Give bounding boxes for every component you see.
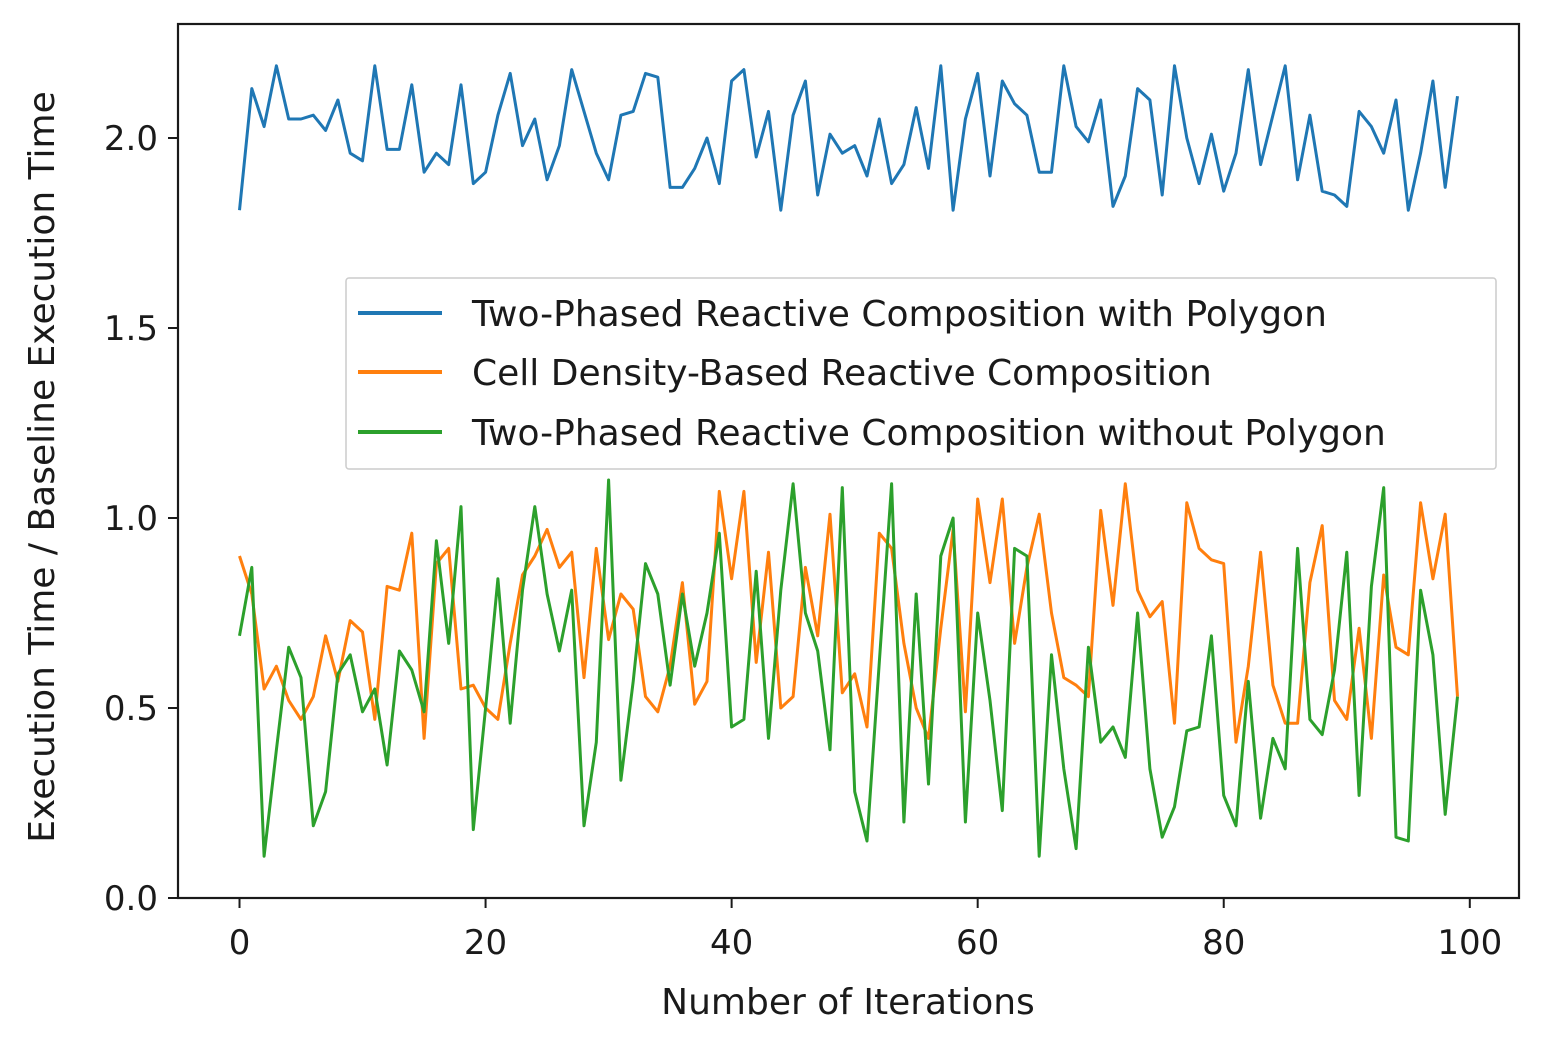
x-axis-label: Number of Iterations (661, 982, 1035, 1023)
x-tick-label: 60 (956, 923, 999, 963)
series-line-1 (238, 482, 1459, 744)
y-tick-label: 0.5 (104, 689, 158, 729)
x-tick-label: 80 (1202, 923, 1245, 963)
legend-frame (345, 277, 1497, 470)
legend: Two-Phased Reactive Composition with Pol… (345, 277, 1497, 470)
legend-label-cell-density: Cell Density-Based Reactive Composition (472, 353, 1212, 394)
x-axis-ticks: 0 20 40 60 80 100 (229, 898, 1502, 963)
series-layer (238, 64, 1459, 858)
x-tick-label: 20 (464, 923, 507, 963)
x-tick-label: 40 (710, 923, 753, 963)
x-tick-label: 0 (229, 923, 251, 963)
y-tick-label: 1.5 (104, 309, 158, 349)
legend-label-with-polygon: Two-Phased Reactive Composition with Pol… (471, 294, 1327, 335)
y-tick-label: 1.0 (104, 499, 158, 539)
y-tick-label: 0.0 (104, 879, 158, 919)
y-tick-label: 2.0 (104, 119, 158, 159)
x-tick-label: 100 (1437, 923, 1502, 963)
legend-label-without-polygon: Two-Phased Reactive Composition without … (471, 413, 1386, 454)
series-line-2 (238, 478, 1459, 858)
plot-frame (176, 22, 1521, 900)
y-axis-label: Execution Time / Baseline Execution Time (22, 91, 63, 843)
series-line-0 (238, 64, 1459, 212)
y-axis-ticks: 0.0 0.5 1.0 1.5 2.0 (104, 119, 178, 919)
